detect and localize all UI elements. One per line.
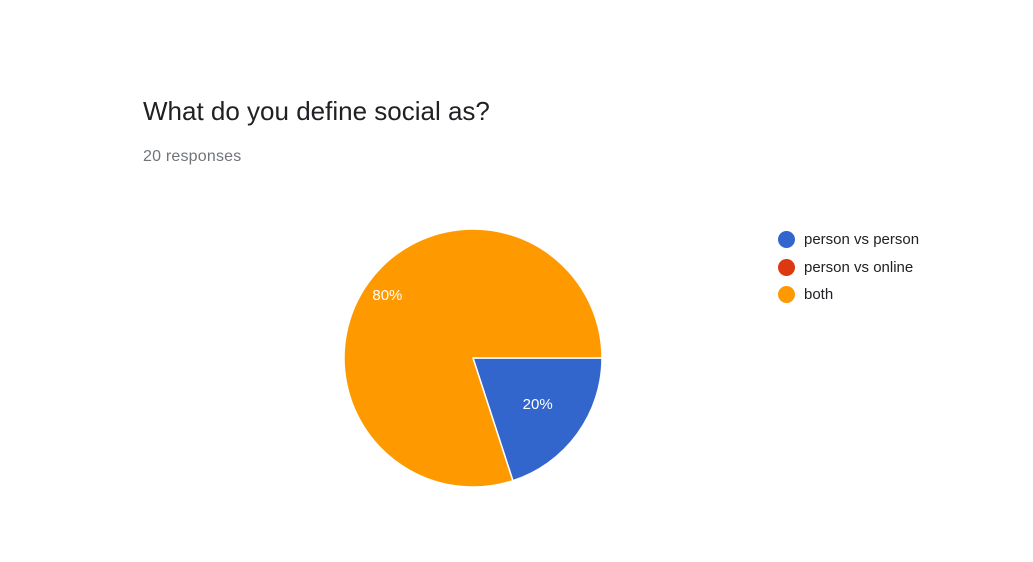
legend-label: both — [804, 286, 834, 304]
pie-slices — [343, 228, 603, 488]
legend-item-person-vs-person[interactable]: person vs person — [778, 226, 919, 254]
question-title: What do you define social as? — [143, 96, 490, 126]
legend-item-person-vs-online[interactable]: person vs online — [778, 254, 919, 282]
response-count: 20 responses — [143, 148, 242, 165]
legend-label: person vs online — [804, 258, 914, 276]
legend-swatch — [778, 286, 795, 304]
legend-swatch — [778, 231, 795, 249]
legend-item-both[interactable]: both — [778, 281, 919, 309]
pie-slice-both[interactable] — [343, 228, 603, 488]
chart-legend: person vs person person vs online both — [778, 226, 919, 309]
pie-slice-labels: 20% 80% — [372, 287, 552, 413]
pie-slice-person-vs-person[interactable] — [471, 357, 603, 482]
legend-label: person vs person — [804, 231, 920, 249]
slice-label-person-vs-person: 20% — [523, 396, 553, 413]
legend-swatch — [778, 258, 795, 276]
slice-label-both: 80% — [372, 287, 402, 304]
